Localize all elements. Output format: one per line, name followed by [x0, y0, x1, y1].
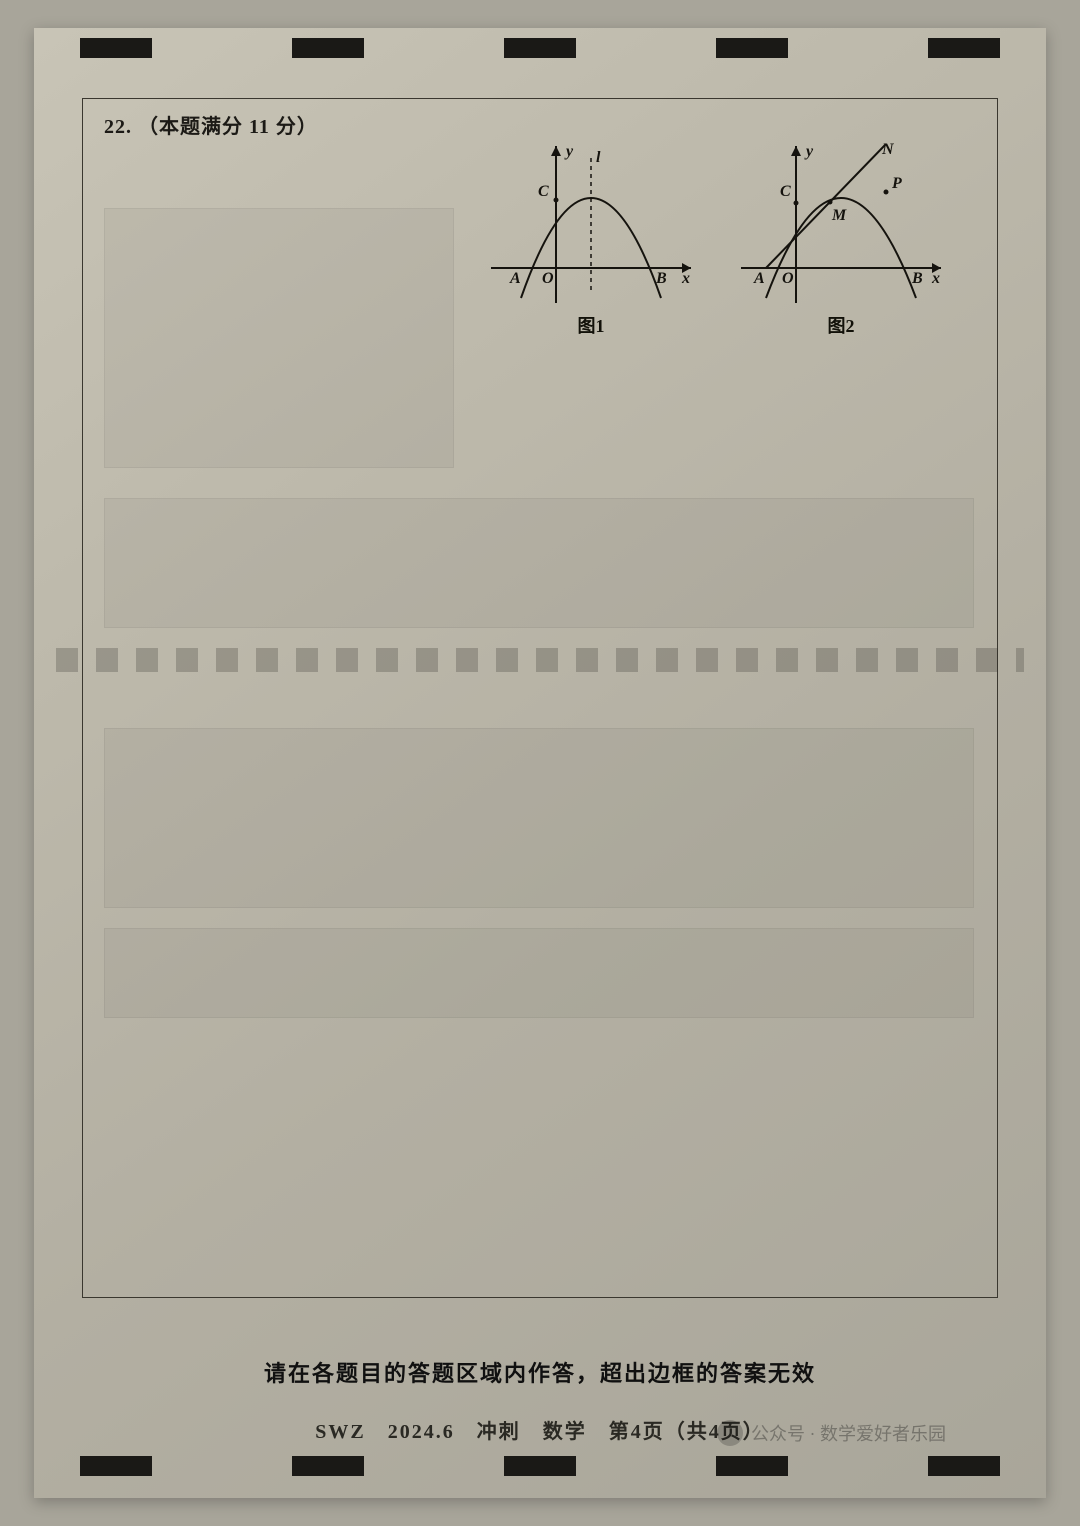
bleedthrough-ghost — [104, 728, 974, 908]
pt-B: B — [655, 270, 667, 287]
alignment-marks-bottom — [34, 1456, 1046, 1476]
pt-P: P — [891, 175, 902, 192]
pt-M: M — [831, 207, 847, 224]
bleedthrough-ghost — [104, 928, 974, 1018]
figure-1-caption: 图1 — [486, 312, 696, 338]
watermark: 公众号 · 数学爱好者乐园 — [717, 1420, 946, 1446]
axis-x: x — [681, 270, 690, 287]
bleedthrough-ghost — [104, 498, 974, 628]
mark-block — [504, 1456, 576, 1476]
perforation-line — [56, 648, 1024, 672]
mark-block — [716, 38, 788, 58]
mark-block — [80, 38, 152, 58]
pt-A: A — [753, 270, 765, 287]
figure-2: y x A O B C M P N 图2 — [736, 138, 946, 338]
axis-y: y — [564, 143, 574, 160]
mark-block — [292, 1456, 364, 1476]
figures-row: l y x A O B C 图1 — [486, 138, 956, 338]
bleedthrough-ghost — [104, 208, 454, 468]
question-points: （本题满分 11 分） — [138, 116, 318, 138]
question-header: 22. （本题满分 11 分） — [104, 110, 318, 139]
alignment-marks-top — [34, 38, 1046, 58]
axis-y: y — [804, 143, 814, 160]
pt-C: C — [780, 183, 791, 200]
mark-block — [292, 38, 364, 58]
watermark-text: 公众号 · 数学爱好者乐园 — [751, 1420, 946, 1446]
bottom-instruction: 请在各题目的答题区域内作答，超出边框的答案无效 — [34, 1356, 1046, 1388]
figure-2-svg: y x A O B C M P N — [736, 138, 946, 308]
pt-C: C — [538, 183, 549, 200]
mark-block — [928, 1456, 1000, 1476]
axis-x: x — [931, 270, 940, 287]
pt-B: B — [911, 270, 923, 287]
pt-A: A — [509, 270, 521, 287]
label-l: l — [596, 149, 601, 166]
mark-block — [80, 1456, 152, 1476]
figure-1-svg: l y x A O B C — [486, 138, 696, 308]
figure-1: l y x A O B C 图1 — [486, 138, 696, 338]
mark-block — [716, 1456, 788, 1476]
paper-sheet: 22. （本题满分 11 分） l y x A — [34, 28, 1046, 1498]
pt-O: O — [782, 270, 794, 287]
pt-N: N — [881, 141, 895, 158]
pt-O: O — [542, 270, 554, 287]
wechat-icon — [717, 1420, 743, 1446]
question-number: 22. — [104, 116, 132, 138]
figure-2-caption: 图2 — [736, 312, 946, 338]
mark-block — [928, 38, 1000, 58]
mark-block — [504, 38, 576, 58]
